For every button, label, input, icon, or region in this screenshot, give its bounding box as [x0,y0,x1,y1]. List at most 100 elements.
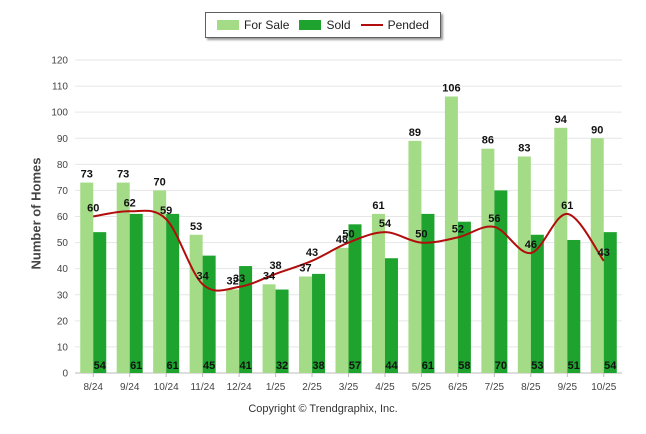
x-tick-label: 1/25 [266,382,286,393]
bar-for-sale [517,156,531,373]
x-tick-label: 6/25 [448,382,468,393]
bar-for-sale [299,276,313,373]
x-tick-label: 8/24 [83,382,103,393]
label-sold: 61 [422,360,434,372]
bar-sold [93,232,107,373]
x-tick-label: 5/25 [412,382,432,393]
label-pended: 43 [306,247,318,259]
bar-for-sale [371,213,385,373]
x-tick-label: 9/24 [120,382,140,393]
label-pended: 50 [415,229,427,241]
y-tick-label: 30 [57,290,69,301]
label-for-sale: 106 [442,83,460,95]
x-tick-label: 10/24 [154,382,179,393]
bar-sold [494,190,508,373]
bar-sold [129,213,143,373]
label-pended: 46 [525,239,537,251]
bar-for-sale [335,247,349,373]
bar-sold [348,224,362,373]
bar-for-sale [116,182,130,373]
label-for-sale: 86 [482,135,494,147]
label-pended: 59 [160,205,172,217]
label-pended: 60 [87,203,99,215]
y-tick-label: 80 [57,160,69,171]
copyright-footer: Copyright © Trendgraphix, Inc. [248,403,398,415]
x-tick-label: 12/24 [227,382,252,393]
bar-for-sale [262,284,276,373]
label-for-sale: 94 [555,114,568,126]
bar-for-sale [590,138,604,373]
legend-label-for-sale: For Sale [244,18,290,32]
legend-swatch-sold [299,20,322,30]
label-sold: 54 [94,360,107,372]
label-sold: 61 [167,360,179,372]
bar-sold [530,234,544,373]
label-sold: 53 [531,360,543,372]
y-tick-label: 90 [57,134,69,145]
y-tick-label: 60 [57,212,69,223]
x-tick-label: 3/25 [339,382,359,393]
y-tick-label: 20 [57,316,69,327]
bar-for-sale [189,234,203,373]
label-pended: 34 [197,270,210,282]
legend-item-pended[interactable]: Pended [360,18,429,32]
x-tick-label: 4/25 [375,382,395,393]
x-tick-label: 9/25 [558,382,578,393]
y-tick-label: 0 [62,369,68,380]
label-sold: 51 [568,360,580,372]
bar-for-sale [554,127,568,373]
label-for-sale: 83 [518,143,530,155]
legend-item-sold[interactable]: Sold [299,18,351,32]
label-for-sale: 70 [154,176,166,188]
legend-item-for-sale[interactable]: For Sale [217,18,289,32]
bar-sold [166,213,180,373]
y-tick-label: 10 [57,342,69,353]
label-for-sale: 61 [372,200,384,212]
label-sold: 57 [349,360,361,372]
y-tick-label: 100 [51,108,68,119]
bar-for-sale [226,289,240,373]
label-pended: 62 [124,197,136,209]
label-pended: 56 [488,213,500,225]
label-for-sale: 90 [591,124,603,136]
label-sold: 58 [458,360,470,372]
label-for-sale: 53 [190,221,202,233]
label-pended: 33 [233,273,245,285]
bar-sold [567,239,581,373]
label-sold: 54 [604,360,617,372]
bar-for-sale [481,148,495,373]
bar-sold [312,273,326,373]
bar-for-sale [153,190,167,373]
label-sold: 44 [385,360,398,372]
legend-label-pended: Pended [387,18,429,32]
y-tick-label: 120 [51,56,68,67]
bar-sold [457,221,471,373]
label-sold: 38 [312,360,324,372]
label-sold: 70 [495,360,507,372]
y-tick-label: 70 [57,186,69,197]
label-for-sale: 32 [226,276,238,288]
x-tick-label: 11/24 [190,382,215,393]
label-pended: 38 [269,260,281,272]
x-tick-label: 7/25 [485,382,505,393]
chart-legend: For Sale Sold Pended [205,12,441,38]
label-for-sale: 34 [263,270,276,282]
bar-sold [384,258,398,373]
legend-swatch-pended [360,24,383,26]
y-tick-label: 50 [57,238,69,249]
legend-label-sold: Sold [326,18,351,32]
label-pended: 43 [598,247,610,259]
label-pended: 52 [452,223,464,235]
label-for-sale: 37 [299,262,311,274]
label-pended: 54 [379,218,392,230]
x-tick-label: 10/25 [591,382,616,393]
y-tick-label: 40 [57,264,69,275]
y-tick-label: 110 [52,82,68,93]
bar-sold [275,289,289,373]
label-sold: 45 [203,360,215,372]
bar-sold [239,266,253,373]
label-sold: 32 [276,360,288,372]
bar-for-sale [80,182,94,373]
label-sold: 61 [130,360,142,372]
legend-swatch-for-sale [217,20,240,30]
